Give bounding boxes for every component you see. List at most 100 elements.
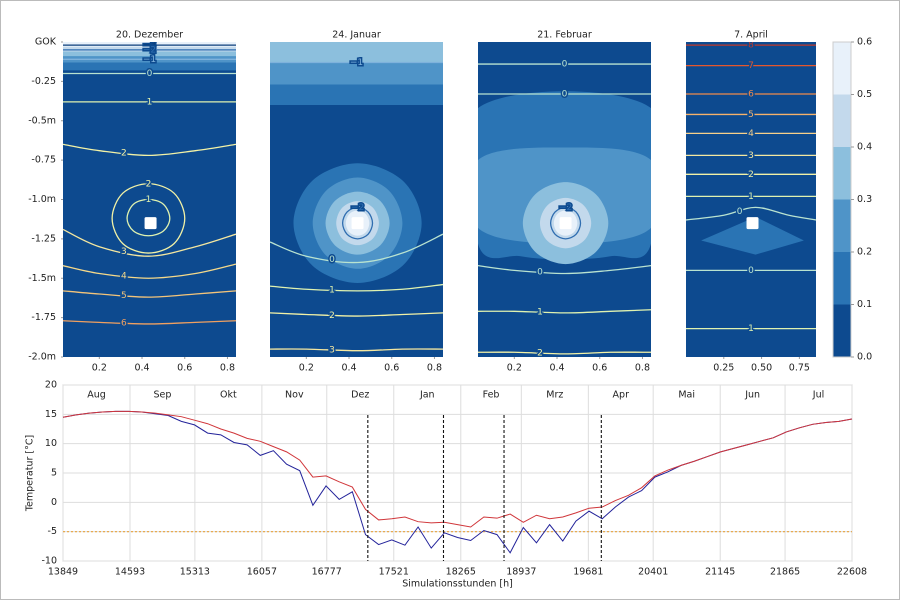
month-label: Apr: [613, 390, 630, 401]
contour-label: 5: [121, 291, 127, 301]
y-tick-label: -1.0m: [28, 194, 56, 205]
y-tick-label: 15: [45, 409, 57, 420]
x-tick-label: 0.4: [341, 363, 356, 374]
x-tick-label: 13849: [48, 567, 78, 578]
contour-label: −2: [351, 203, 364, 213]
month-label: Mai: [678, 390, 695, 401]
colorbar-label: 0.0: [857, 352, 872, 363]
month-label: Jul: [812, 390, 824, 401]
x-tick-label: 0.8: [635, 363, 650, 374]
contour-label: 0: [737, 207, 743, 217]
y-tick-label: 10: [45, 438, 57, 449]
contour-label: 5: [748, 110, 754, 120]
y-tick-label: 0: [51, 497, 57, 508]
contour-line: [111, 183, 186, 254]
colorbar-band: [833, 42, 851, 95]
contour-plot: −1 0 1 2 3 −2: [270, 42, 443, 357]
x-tick-label: 19681: [573, 567, 603, 578]
x-tick-label: 0.4: [134, 363, 149, 374]
panel-title: 21. Februar: [537, 30, 592, 41]
contour-plot: −3−2−1 0 1 2 3 4 5 6 2 1: [63, 41, 236, 357]
contour-label: 1: [748, 324, 754, 334]
colorbar-label: 0.6: [857, 37, 872, 48]
x-tick-label: 21145: [705, 567, 735, 578]
x-tick-label: 0.2: [507, 363, 522, 374]
x-tick-label: 16057: [247, 567, 277, 578]
pipe: [351, 217, 364, 230]
contour-line: [63, 320, 236, 325]
contour-label: 1: [537, 308, 543, 318]
x-tick-label: 16777: [312, 567, 342, 578]
colorbar-label: 0.4: [857, 142, 872, 153]
x-tick-label: 18937: [506, 567, 536, 578]
contour-label: 2: [121, 149, 127, 159]
colorbar-band: [833, 94, 851, 147]
contour-label: 2: [748, 170, 754, 180]
contour-label: −1: [143, 55, 156, 65]
month-label: Dez: [351, 390, 369, 401]
y-tick-label: 5: [51, 468, 57, 479]
contour-line: [478, 351, 651, 355]
y-tick-label: -1.25: [31, 233, 56, 244]
month-label: Feb: [483, 390, 500, 401]
contour-label: 3: [748, 151, 754, 161]
contour-line: [63, 143, 236, 157]
month-label: Sep: [153, 390, 171, 401]
contour-label: 4: [748, 129, 754, 139]
y-tick-label: -1.75: [31, 312, 56, 323]
contour-label: 0: [562, 89, 568, 99]
contour-label: 1: [329, 286, 335, 296]
x-tick-label: 0.4: [549, 363, 564, 374]
contour-label: 0: [147, 69, 153, 79]
contour-line: [478, 265, 651, 275]
x-tick-label: 0.2: [92, 363, 107, 374]
contour-line: [270, 233, 443, 264]
contour-line: [549, 206, 582, 240]
pipe: [559, 217, 572, 230]
y-tick-label: -0.75: [31, 155, 56, 166]
x-tick-label: 20401: [638, 567, 668, 578]
contour-line: [270, 312, 443, 317]
contour-label: −2: [143, 45, 156, 55]
contour-line: [341, 206, 374, 240]
contour-label: −3: [143, 41, 156, 51]
contour-label: 0: [748, 266, 754, 276]
month-label: Okt: [220, 390, 237, 401]
pipe: [746, 217, 759, 230]
x-axis-label: Simulationsstunden [h]: [402, 579, 513, 590]
colorbar-label: 0.2: [857, 247, 872, 258]
x-tick-label: 15313: [180, 567, 210, 578]
y-axis-label: Temperatur [°C]: [25, 435, 36, 512]
contour-fill: [701, 216, 804, 255]
series-line: [62, 410, 853, 528]
colorbar-band: [833, 304, 851, 357]
x-tick-label: 0.8: [427, 363, 442, 374]
contour-label: 4: [121, 271, 127, 281]
x-tick-label: 21865: [770, 567, 800, 578]
colorbar-label: 0.1: [857, 299, 872, 310]
contour-label: 1: [146, 195, 152, 205]
x-tick-label: 0.50: [751, 363, 772, 374]
contour-label: 6: [748, 89, 754, 99]
contour-label: 0: [562, 60, 568, 70]
colorbar-band: [833, 199, 851, 252]
y-tick-label: -1.5m: [28, 273, 56, 284]
pipe: [144, 217, 157, 230]
x-tick-label: 18265: [446, 567, 476, 578]
contour-line: [63, 263, 236, 279]
y-tick-label: GOK: [35, 37, 57, 48]
panel-title: 24. Januar: [332, 30, 381, 41]
month-label: Mrz: [546, 390, 563, 401]
contour-line: [126, 198, 171, 237]
x-tick-label: 0.25: [713, 363, 734, 374]
x-tick-label: 0.8: [220, 363, 235, 374]
month-label: Jan: [419, 390, 435, 401]
y-tick-label: -2.0m: [28, 352, 56, 363]
contour-label: 6: [121, 319, 127, 329]
month-label: Aug: [87, 390, 106, 401]
contour-label: 0: [537, 267, 543, 277]
panel-title: 7. April: [734, 30, 768, 41]
